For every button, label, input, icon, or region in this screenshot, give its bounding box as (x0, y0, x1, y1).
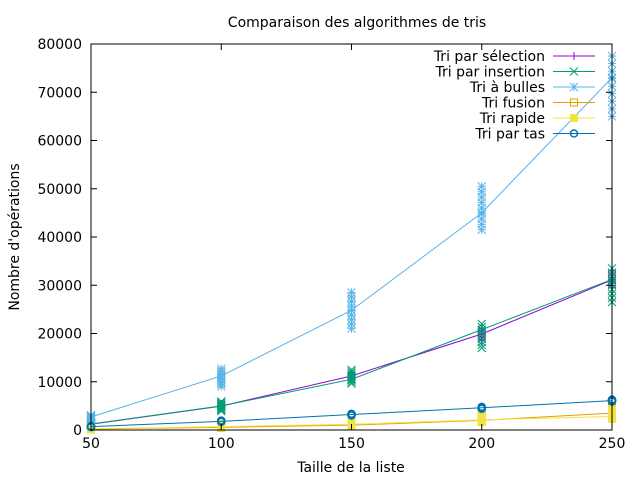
legend-label: Tri à bulles (469, 80, 545, 96)
y-tick-label: 80000 (37, 37, 82, 53)
y-tick-label: 40000 (37, 230, 82, 246)
data-point (216, 371, 226, 381)
data-point (347, 324, 356, 334)
y-tick-label: 30000 (37, 278, 82, 294)
data-point (347, 368, 356, 378)
x-tick-label: 150 (338, 436, 365, 452)
legend-marker (569, 82, 579, 92)
data-point (216, 397, 226, 406)
data-point (347, 410, 356, 419)
data-point (347, 367, 356, 376)
series-line (90, 400, 613, 428)
legend-label: Tri fusion (481, 96, 545, 112)
y-axis-label: Nombre d'opérations (7, 163, 23, 310)
data-point (347, 374, 356, 384)
series-layer (86, 51, 617, 434)
data-point (347, 305, 356, 315)
legend-label: Tri rapide (479, 111, 545, 127)
data-point (216, 364, 226, 374)
data-point (477, 329, 486, 338)
legend-marker (570, 98, 578, 107)
data-point (477, 403, 486, 413)
data-point (477, 325, 487, 334)
data-point (347, 297, 356, 306)
legend-label: Tri par insertion (434, 65, 545, 81)
x-axis: 50 100 150 200 250 (82, 44, 625, 452)
y-axis: 0 10000 20000 30000 40000 50000 60000 70000 8000… (37, 37, 612, 439)
data-point (216, 400, 226, 410)
data-point (216, 401, 226, 411)
data-point (216, 398, 226, 408)
data-point (477, 415, 486, 424)
x-axis-label: Taille de la liste (296, 460, 405, 476)
legend-marker (570, 114, 578, 122)
y-tick-label: 0 (73, 423, 82, 439)
y-tick-label: 60000 (37, 134, 82, 150)
y-tick-label: 50000 (37, 182, 82, 198)
data-point (347, 365, 356, 375)
y-tick-label: 10000 (37, 375, 82, 391)
legend-marker (569, 67, 579, 76)
legend-label: Tri par sélection (433, 49, 545, 65)
x-tick-label: 100 (208, 436, 235, 452)
x-tick-label: 200 (468, 436, 495, 452)
data-point (477, 322, 487, 332)
y-tick-label: 70000 (37, 85, 82, 101)
data-point (347, 315, 356, 324)
x-tick-label: 250 (599, 436, 626, 452)
data-point (477, 208, 487, 218)
y-tick-label: 20000 (37, 327, 82, 343)
legend-marker (569, 129, 579, 138)
legend-label: Tri par tas (474, 127, 545, 143)
data-point (347, 288, 356, 297)
data-point (477, 181, 487, 191)
legend-marker (570, 52, 578, 60)
chart-title: Comparaison des algorithmes de tris (228, 15, 486, 31)
x-tick-label: 50 (82, 436, 100, 452)
data-point (216, 399, 226, 409)
